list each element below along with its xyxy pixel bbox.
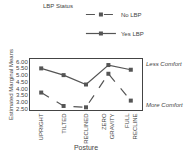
svg-text:Less Comfort: Less Comfort — [146, 61, 182, 67]
svg-text:6.00: 6.00 — [16, 59, 28, 65]
svg-text:Estimated Marginal Means: Estimated Marginal Means — [8, 49, 14, 120]
svg-text:More Comfort: More Comfort — [146, 102, 183, 108]
svg-text:RECLINED: RECLINED — [83, 113, 89, 144]
svg-text:3.50: 3.50 — [16, 92, 28, 98]
svg-text:ZEROGRAVITY: ZEROGRAVITY — [101, 113, 115, 139]
svg-text:No LBP: No LBP — [121, 12, 142, 18]
svg-text:UPRIGHT: UPRIGHT — [38, 113, 44, 140]
svg-text:Posture: Posture — [74, 144, 98, 151]
svg-text:TILTED: TILTED — [61, 113, 67, 134]
svg-text:5.00: 5.00 — [16, 72, 28, 78]
svg-text:5.50: 5.50 — [16, 65, 28, 71]
svg-text:4.50: 4.50 — [16, 79, 28, 85]
svg-text:2.50: 2.50 — [16, 106, 28, 112]
svg-text:FULLRECLINE: FULLRECLINE — [124, 113, 138, 140]
svg-text:Yes LBP: Yes LBP — [121, 31, 144, 37]
svg-text:LBP Status: LBP Status — [43, 3, 73, 9]
svg-text:3.00: 3.00 — [16, 99, 28, 105]
svg-text:4.00: 4.00 — [16, 86, 28, 92]
